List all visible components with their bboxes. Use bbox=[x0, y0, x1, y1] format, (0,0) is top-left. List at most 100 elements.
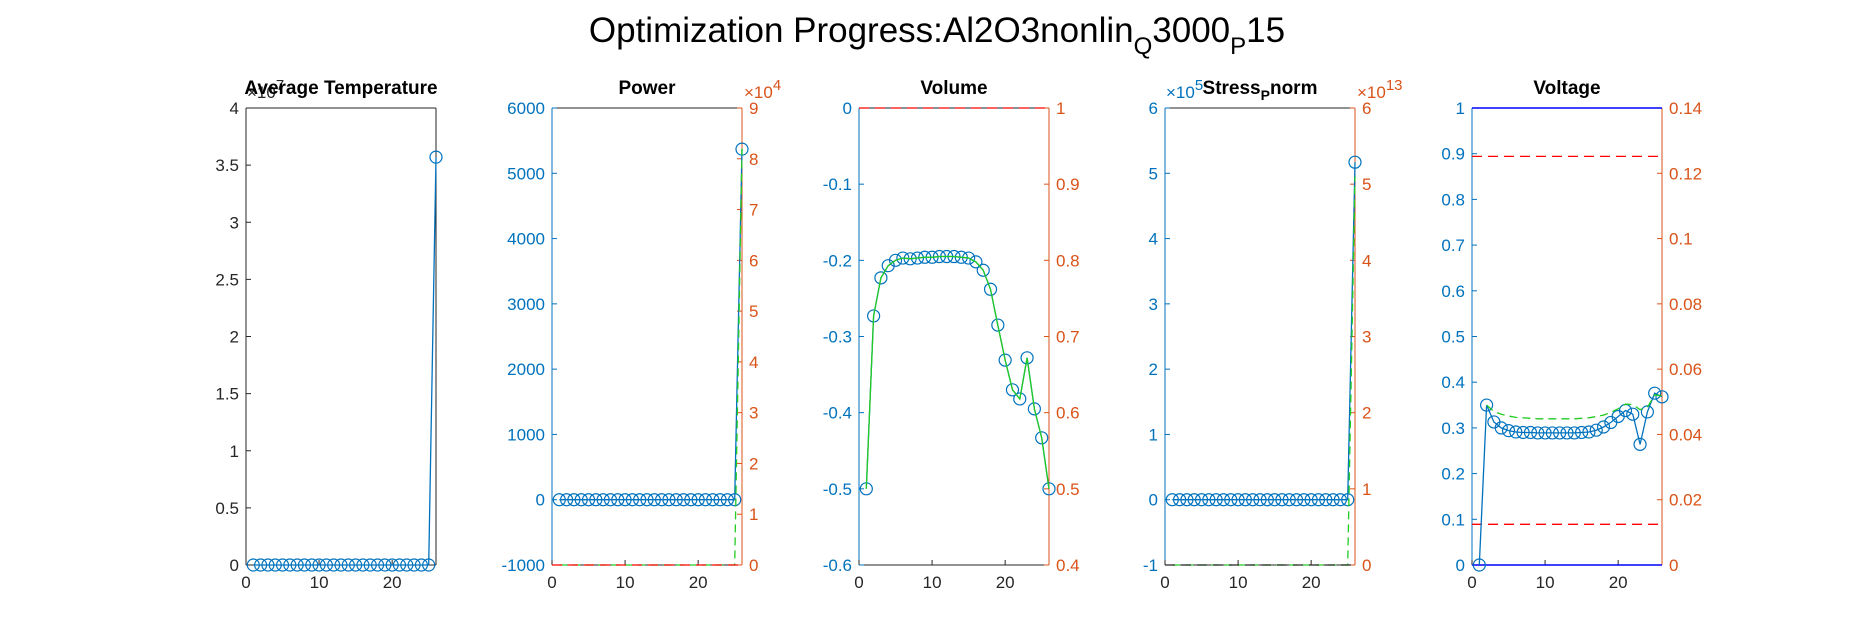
subplot-title: StressPnorm bbox=[1203, 78, 1318, 103]
series-line-marker-line bbox=[1478, 392, 1663, 566]
y-tick-label: 2000 bbox=[507, 360, 545, 379]
data-point bbox=[414, 558, 428, 572]
data-point bbox=[1209, 493, 1223, 507]
x-tick-label: 10 bbox=[310, 573, 329, 592]
y-tick-label: 0.5 bbox=[215, 499, 239, 518]
data-point bbox=[1216, 493, 1231, 507]
data-point bbox=[625, 493, 639, 507]
data-point bbox=[1187, 493, 1201, 507]
data-point bbox=[976, 263, 990, 277]
y-tick-label: -0.1 bbox=[823, 175, 852, 194]
data-point bbox=[334, 558, 348, 572]
right-y-tick-label: 0.1 bbox=[1669, 230, 1693, 249]
data-point bbox=[596, 493, 610, 507]
data-point bbox=[1655, 390, 1669, 404]
data-point bbox=[1626, 407, 1640, 421]
data-point bbox=[254, 558, 268, 572]
data-point bbox=[1027, 402, 1041, 416]
title-subscript-p: P bbox=[1230, 33, 1246, 60]
title-subscript-q: Q bbox=[1134, 33, 1153, 60]
right-y-tick-label: 5 bbox=[749, 302, 758, 321]
data-point bbox=[1640, 405, 1654, 419]
subplot-title-part: Stress bbox=[1203, 78, 1261, 99]
right-y-exponent-power: 4 bbox=[773, 77, 781, 94]
data-point bbox=[1260, 493, 1274, 507]
y-tick-label: 1 bbox=[1149, 425, 1158, 444]
title-prefix: Optimization Progress:Al2O3nonlin bbox=[589, 11, 1134, 50]
data-point bbox=[1341, 493, 1355, 507]
data-point bbox=[611, 493, 625, 507]
data-point bbox=[246, 558, 260, 572]
data-point bbox=[1560, 426, 1574, 440]
data-point bbox=[312, 558, 326, 572]
y-tick-label: 1000 bbox=[507, 425, 545, 444]
y-tick-label: 1.5 bbox=[215, 385, 239, 404]
y-tick-label: 3 bbox=[230, 213, 239, 232]
data-point bbox=[1319, 493, 1333, 507]
y-tick-label: 0.5 bbox=[1441, 328, 1465, 347]
data-point bbox=[1480, 398, 1494, 412]
data-point bbox=[1509, 425, 1523, 439]
data-point bbox=[1545, 426, 1559, 440]
data-point bbox=[1165, 493, 1179, 507]
title-suffix: 15 bbox=[1246, 11, 1285, 50]
y-tick-label: 0.1 bbox=[1441, 510, 1465, 529]
data-point bbox=[1567, 426, 1581, 440]
right-y-tick-label: 4 bbox=[1362, 251, 1371, 270]
y-tick-label: 1 bbox=[1456, 99, 1465, 118]
subplot-title-part: Voltage bbox=[1533, 78, 1600, 99]
y-tick-label: 0 bbox=[230, 556, 239, 575]
y-tick-label: 0 bbox=[536, 491, 545, 510]
data-point bbox=[676, 493, 691, 507]
right-y-tick-label: 0.08 bbox=[1669, 295, 1702, 314]
right-y-tick-label: 1 bbox=[1056, 99, 1065, 118]
data-point bbox=[429, 150, 443, 164]
data-point bbox=[1523, 425, 1538, 440]
y-tick-label: 4 bbox=[230, 99, 239, 118]
data-point bbox=[552, 493, 566, 507]
x-tick-label: 10 bbox=[1229, 573, 1248, 592]
y-tick-label: 6 bbox=[1149, 99, 1158, 118]
data-point bbox=[1516, 425, 1530, 440]
y-tick-label: 2 bbox=[1149, 360, 1158, 379]
y-tick-label: 0.8 bbox=[1441, 190, 1465, 209]
data-point bbox=[888, 253, 903, 267]
data-point bbox=[392, 558, 407, 572]
data-point bbox=[1333, 493, 1347, 507]
y-tick-label: 3 bbox=[1149, 295, 1158, 314]
right-y-exponent-label: ×104 bbox=[744, 77, 781, 102]
data-point bbox=[1268, 493, 1282, 507]
data-point bbox=[618, 493, 632, 507]
right-y-tick-label: 0 bbox=[1669, 556, 1678, 575]
data-point bbox=[1173, 493, 1187, 507]
data-point bbox=[874, 271, 888, 285]
y-tick-label: -0.3 bbox=[823, 328, 852, 347]
data-point bbox=[1633, 437, 1647, 451]
data-point bbox=[385, 558, 399, 572]
series-line-green-dash bbox=[1172, 176, 1356, 566]
data-point bbox=[341, 558, 355, 572]
data-point bbox=[684, 493, 698, 507]
y-tick-label: 3000 bbox=[507, 295, 545, 314]
data-point bbox=[400, 558, 414, 572]
data-point bbox=[991, 318, 1005, 332]
data-point bbox=[633, 493, 647, 507]
y-tick-label: -0.5 bbox=[823, 480, 852, 499]
series-line-green-solid bbox=[865, 255, 1050, 489]
data-point bbox=[662, 493, 676, 507]
right-y-tick-label: 9 bbox=[749, 99, 758, 118]
right-y-tick-label: 0.02 bbox=[1669, 491, 1702, 510]
x-tick-label: 20 bbox=[689, 573, 708, 592]
data-point bbox=[1304, 493, 1318, 507]
right-y-tick-label: 3 bbox=[1362, 328, 1371, 347]
x-tick-label: 0 bbox=[854, 573, 863, 592]
right-y-tick-label: 8 bbox=[749, 150, 758, 169]
right-y-tick-label: 2 bbox=[749, 454, 758, 473]
data-point bbox=[1289, 493, 1304, 507]
y-tick-label: -0.2 bbox=[823, 251, 852, 270]
subplot-3: 0 10 20 -0.6 -0.5 -0.4 -0.3 -0.2 -0.1 0 0.4 0.5 0.6 0… bbox=[823, 78, 1080, 592]
y-tick-label: 0.2 bbox=[1441, 465, 1465, 484]
x-tick-label: 0 bbox=[241, 573, 250, 592]
y-tick-label: -1 bbox=[1143, 556, 1158, 575]
